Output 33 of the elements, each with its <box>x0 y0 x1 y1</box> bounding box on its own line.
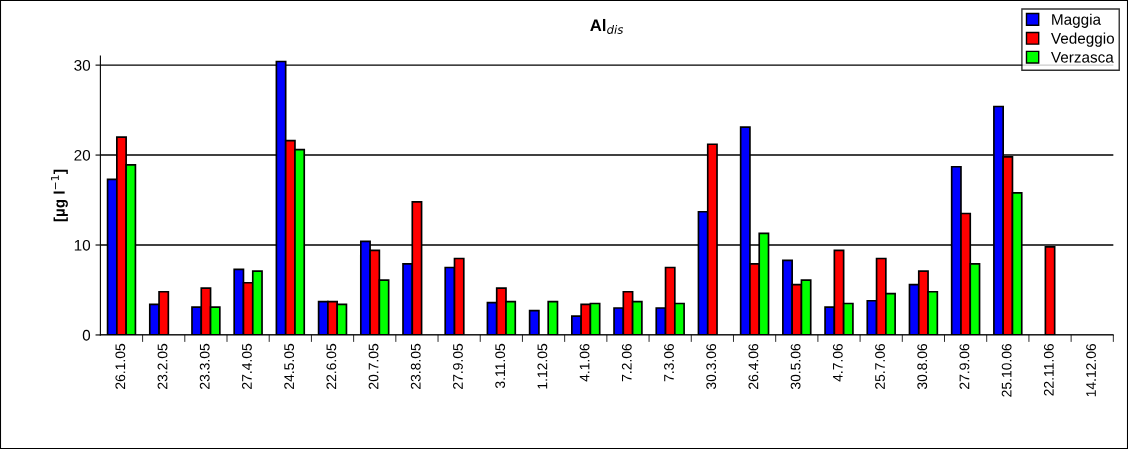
x-tick-label: 23.3.05 <box>199 343 210 389</box>
x-tick-label: 30.5.06 <box>790 343 801 390</box>
legend-label: Maggia <box>1052 13 1102 28</box>
x-tick-label: 24.5.05 <box>284 343 295 389</box>
x-tick-label: 26.4.06 <box>748 343 759 389</box>
y-axis-title: [µg l$^{−1}$] <box>51 169 68 222</box>
x-tick-label: 3.11.05 <box>495 343 506 389</box>
legend-label: Verzasca <box>1051 52 1114 63</box>
x-tick-label: 27.9.06 <box>959 343 970 389</box>
x-tick-label: 26.1.05 <box>115 343 126 389</box>
y-tick-label: 10 <box>74 239 91 251</box>
legend-label: Vedeggio <box>1051 32 1115 47</box>
x-tick-label: 4.7.06 <box>832 343 843 382</box>
x-tick-label: 30.3.06 <box>706 343 717 390</box>
x-tick-label: 30.8.06 <box>917 343 928 390</box>
x-tick-label: 7.3.06 <box>664 343 674 382</box>
x-tick-label: 27.4.05 <box>242 343 252 389</box>
x-tick-label: 22.11.06 <box>1043 343 1054 396</box>
x-tick-label: 25.10.06 <box>1001 343 1012 397</box>
x-tick-label: 1.12.05 <box>537 343 548 389</box>
x-tick-label: 20.7.05 <box>368 343 379 389</box>
x-tick-label: 4.1.06 <box>579 343 590 382</box>
y-tick-label: 20 <box>74 149 91 161</box>
y-tick-label: 0 <box>82 329 91 341</box>
x-tick-label: 14.12.06 <box>1086 343 1096 397</box>
x-tick-label: 25.7.06 <box>875 343 885 389</box>
x-tick-label: 23.2.05 <box>157 343 168 389</box>
x-tick-label: 23.8.05 <box>410 343 421 389</box>
x-tick-label: 7.2.06 <box>621 343 632 382</box>
chart-title: Al$_{dis}$ <box>590 18 624 34</box>
y-tick-label: 30 <box>74 59 91 71</box>
x-tick-label: 27.9.05 <box>453 343 463 389</box>
x-tick-label: 22.6.05 <box>326 343 337 389</box>
